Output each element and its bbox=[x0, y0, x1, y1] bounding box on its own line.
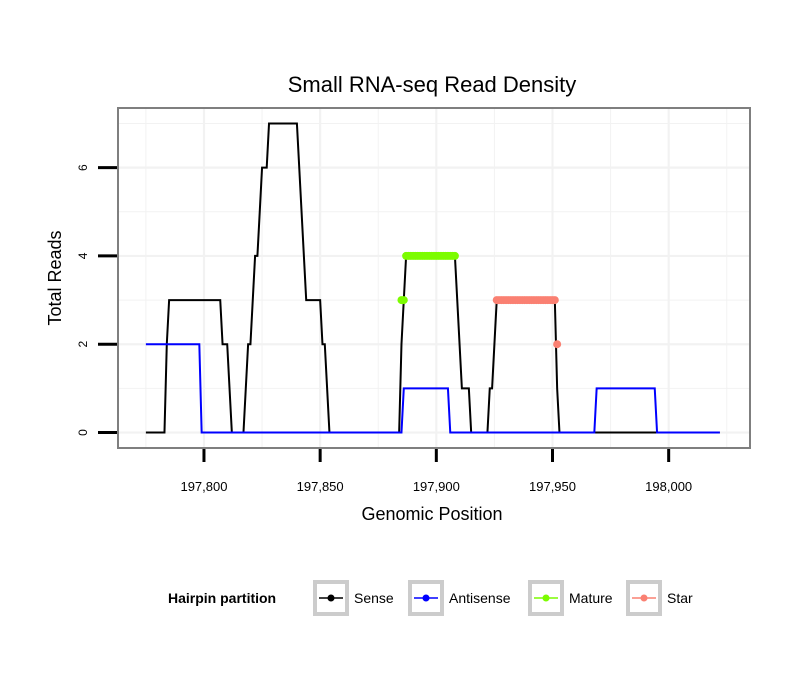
legend-label-antisense: Antisense bbox=[449, 590, 511, 606]
legend-key-point-mature bbox=[542, 594, 550, 602]
series-line-antisense bbox=[145, 343, 720, 434]
x-tick-label: 197,950 bbox=[529, 479, 576, 494]
legend-entries: Sense Antisense Mature Star bbox=[313, 580, 693, 616]
data-point-mature bbox=[450, 251, 459, 260]
legend-key-point-sense bbox=[327, 594, 335, 602]
y-axis: 0 2 4 6 bbox=[76, 164, 117, 436]
data-point-mature bbox=[399, 296, 408, 305]
x-tick-label: 198,000 bbox=[645, 479, 692, 494]
x-tick-label: 197,800 bbox=[180, 479, 227, 494]
chart-title: Small RNA-seq Read Density bbox=[288, 72, 577, 97]
x-axis-title: Genomic Position bbox=[361, 504, 502, 524]
panel-background bbox=[118, 108, 750, 448]
legend-label-star: Star bbox=[667, 590, 693, 606]
legend-label-sense: Sense bbox=[354, 590, 394, 606]
legend: Hairpin partition Sense Antisense Mature St… bbox=[168, 580, 693, 616]
plot-area bbox=[117, 107, 751, 449]
series-layer bbox=[145, 122, 720, 434]
legend-key-point-antisense bbox=[422, 594, 430, 602]
y-tick-label: 2 bbox=[76, 341, 90, 348]
data-point-star bbox=[553, 340, 562, 349]
data-point-star bbox=[550, 296, 559, 305]
x-axis: 197,800 197,850 197,900 197,950 198,000 bbox=[180, 449, 692, 494]
x-tick-label: 197,850 bbox=[297, 479, 344, 494]
x-tick-label: 197,900 bbox=[413, 479, 460, 494]
legend-title: Hairpin partition bbox=[168, 590, 276, 606]
y-tick-label: 0 bbox=[76, 429, 90, 436]
y-axis-title: Total Reads bbox=[45, 230, 65, 325]
legend-key-point-star bbox=[640, 594, 648, 602]
legend-label-mature: Mature bbox=[569, 590, 613, 606]
y-tick-label: 4 bbox=[76, 252, 90, 259]
panel-border bbox=[117, 107, 751, 449]
y-tick-label: 6 bbox=[76, 164, 90, 171]
